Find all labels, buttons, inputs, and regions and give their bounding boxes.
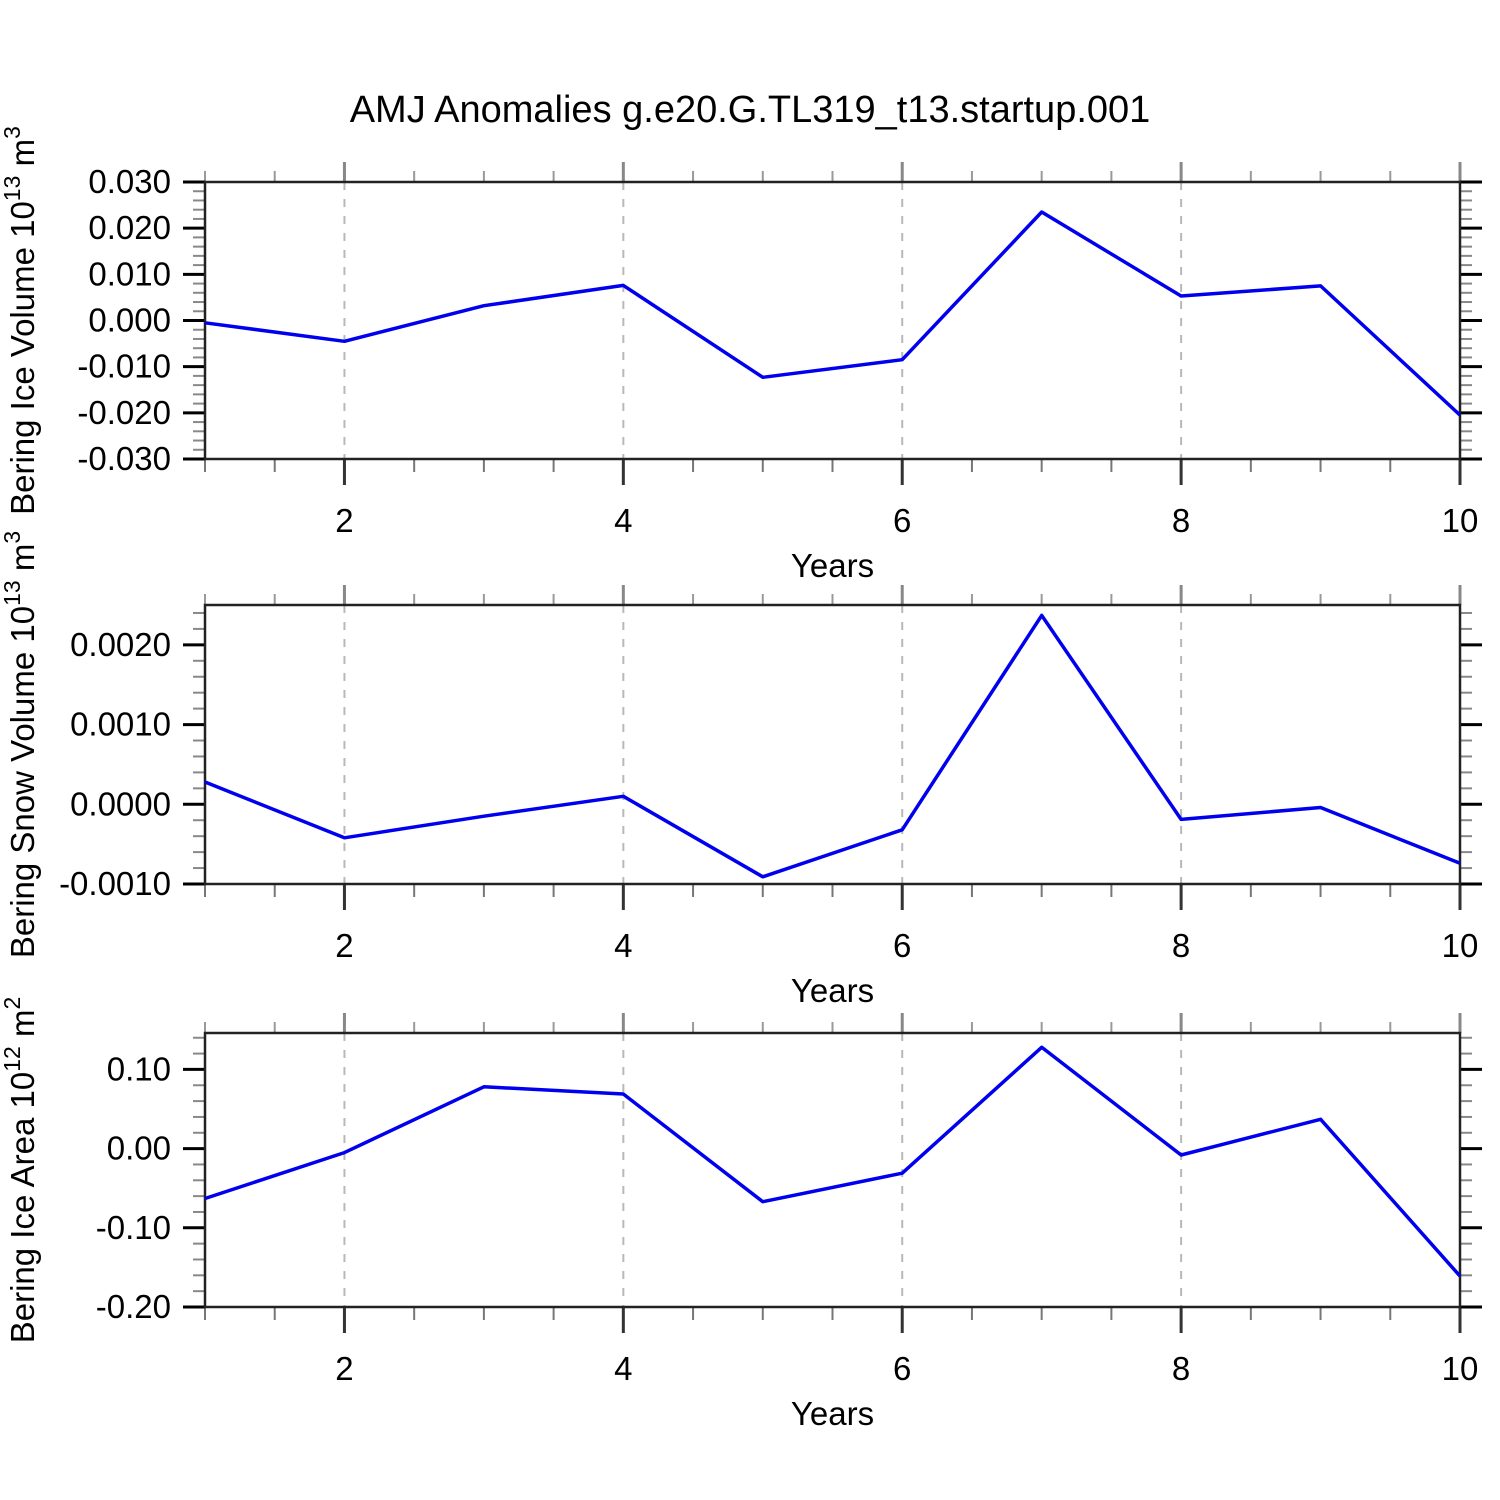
superscript: 12: [0, 1046, 25, 1072]
plot-frame: [203, 180, 1462, 461]
y-tick-label: 0.020: [88, 209, 171, 246]
series-line-1: [204, 210, 1462, 417]
x-axis-title: Years: [791, 1395, 874, 1432]
y-tick-label: 0.10: [107, 1050, 171, 1087]
x-tick-label: 8: [1172, 927, 1190, 964]
plot-frame: [203, 603, 1462, 886]
series-line-2: [204, 613, 1461, 879]
x-tick-label: 8: [1172, 1350, 1190, 1387]
y-tick-label: 0.0000: [70, 785, 171, 822]
plot-frame: [203, 1031, 1462, 1309]
y-tick-label: -0.010: [77, 348, 171, 385]
y-tick-label: -0.20: [96, 1288, 171, 1325]
y-axis-title: Bering Ice Volume 1013​ m3​: [0, 126, 41, 515]
x-axis-title: Years: [791, 547, 874, 584]
y-axis-title: Bering Snow Volume 1013​ m3​: [0, 531, 41, 958]
x-tick-label: 2: [335, 502, 353, 539]
y-tick-label: -0.030: [77, 440, 171, 477]
x-tick-label: 2: [335, 927, 353, 964]
x-tick-label: 6: [893, 927, 911, 964]
x-tick-label: 8: [1172, 502, 1190, 539]
x-tick-label: 4: [614, 502, 632, 539]
x-tick-label: 4: [614, 1350, 632, 1387]
y-tick-label: -0.10: [96, 1209, 171, 1246]
x-tick-label: 10: [1442, 1350, 1479, 1387]
superscript: 3: [0, 126, 25, 139]
chart-title: AMJ Anomalies g.e20.G.TL319_t13.startup.…: [350, 89, 1151, 131]
y-tick-label: 0.000: [88, 302, 171, 339]
chart-panel-2: 0.0020 0.0010 0.0000 -0.0010 2 4 6 8 10 Years Beri…: [0, 531, 1482, 1009]
y-axis-title: Bering Ice Area 1012​ m2​: [0, 997, 41, 1344]
x-tick-label: 6: [893, 1350, 911, 1387]
y-tick-label: 0.010: [88, 255, 171, 292]
series-line-3: [204, 1045, 1462, 1278]
chart-panels: 0.030 0.020 0.010 0.000 -0.010 -0.020 -0.030 2 4…: [0, 126, 1482, 1432]
y-tick-label: -0.0010: [59, 865, 171, 902]
chart-panel-1: 0.030 0.020 0.010 0.000 -0.010 -0.020 -0.030 2 4…: [0, 126, 1482, 584]
superscript: 13: [0, 580, 25, 606]
y-tick-label: -0.020: [77, 394, 171, 431]
superscript: 2: [0, 997, 25, 1010]
x-tick-label: 2: [335, 1350, 353, 1387]
superscript: 13: [0, 176, 25, 202]
superscript: 3: [0, 531, 25, 544]
y-tick-label: 0.0010: [70, 706, 171, 743]
y-tick-label: 0.030: [88, 163, 171, 200]
x-tick-label: 4: [614, 927, 632, 964]
y-tick-label: 0.0020: [70, 626, 171, 663]
x-tick-label: 6: [893, 502, 911, 539]
y-tick-label: 0.00: [107, 1130, 171, 1167]
chart-panel-3: 0.10 0.00 -0.10 -0.20 2 4 6 8 10 Years Bering Ice …: [0, 997, 1482, 1432]
x-tick-label: 10: [1442, 927, 1479, 964]
x-axis-title: Years: [791, 972, 874, 1009]
x-tick-label: 10: [1442, 502, 1479, 539]
